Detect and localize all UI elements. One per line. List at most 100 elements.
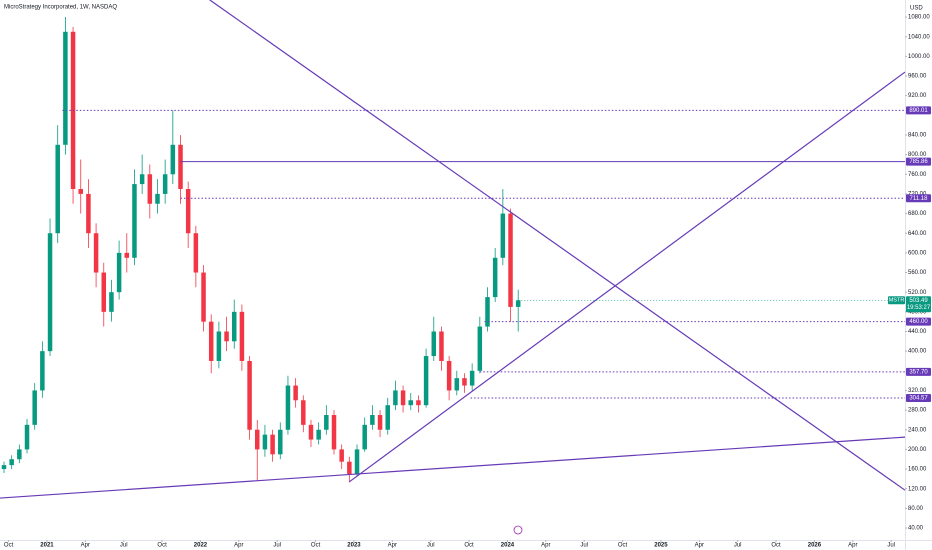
candle-body xyxy=(139,174,145,185)
x-tick-label: Apr xyxy=(695,543,704,549)
candle-body xyxy=(308,424,314,440)
candle-body xyxy=(32,390,37,425)
candle-body xyxy=(469,370,475,386)
y-tick-label: 560.00 xyxy=(908,270,927,276)
candle-body xyxy=(377,415,383,430)
candle-body xyxy=(293,385,298,401)
candle-body xyxy=(155,193,160,204)
candle-body xyxy=(285,385,291,430)
x-tick-label: Oct xyxy=(771,543,781,549)
candle-body xyxy=(63,31,68,145)
x-tick-label: Jul xyxy=(580,543,588,549)
candle-body xyxy=(116,252,122,293)
candle-body xyxy=(347,461,352,474)
candle-body xyxy=(147,174,153,204)
candle-body xyxy=(178,144,183,190)
candle-body xyxy=(193,233,199,273)
countdown-label: 19:53:27 xyxy=(907,305,931,311)
level-label-box xyxy=(906,106,931,115)
chart-title: MicroStrategy Incorporated, 1W, NASDAQ xyxy=(4,5,117,11)
candle-body xyxy=(454,378,460,391)
event-icon[interactable] xyxy=(513,525,523,535)
x-tick-label: Oct xyxy=(4,543,14,549)
y-tick-label: 840.00 xyxy=(908,133,927,139)
x-tick-label: Oct xyxy=(311,543,321,549)
currency: USD xyxy=(910,6,923,12)
candle-body xyxy=(439,331,444,361)
x-tick-label: Jul xyxy=(120,543,128,549)
x-tick-label: Apr xyxy=(234,543,243,549)
symbol-label: MSTR xyxy=(889,298,905,304)
y-tick-label: 1000.00 xyxy=(908,54,930,60)
candle-body xyxy=(124,252,130,258)
trendline xyxy=(0,436,906,499)
x-tick-label: Apr xyxy=(388,543,397,549)
x-tick-label: Apr xyxy=(541,543,550,549)
candle-body xyxy=(1,465,7,470)
x-tick-label: 2025 xyxy=(654,543,668,549)
candle-body xyxy=(216,331,222,361)
y-tick-label: 920.00 xyxy=(908,93,927,99)
candle-body xyxy=(370,415,375,425)
candle-body xyxy=(170,144,176,175)
trendline xyxy=(348,71,906,483)
candle-body xyxy=(247,360,252,430)
candle-body xyxy=(477,326,483,371)
x-tick-label: Jul xyxy=(734,543,742,549)
candle-body xyxy=(446,360,452,391)
candle-body xyxy=(485,297,490,327)
candle-body xyxy=(515,300,521,307)
x-tick-label: 2021 xyxy=(40,543,54,549)
y-tick-label: 960.00 xyxy=(908,74,927,80)
candle-body xyxy=(500,213,506,258)
candle-body xyxy=(408,400,413,406)
x-tick-label: Oct xyxy=(464,543,474,549)
candle-body xyxy=(231,311,237,342)
candle-body xyxy=(109,292,114,312)
candle-body xyxy=(224,331,229,342)
y-tick-label: 200.00 xyxy=(908,447,927,453)
x-tick-label: Oct xyxy=(157,543,167,549)
level-label-box xyxy=(906,194,931,203)
level-label-box xyxy=(906,157,931,166)
y-tick-label: 480.00 xyxy=(908,309,927,315)
y-tick-label: 160.00 xyxy=(908,467,927,473)
candle-body xyxy=(339,449,344,462)
candle-body xyxy=(55,144,60,234)
candle-body xyxy=(40,351,45,391)
candle-body xyxy=(47,233,53,352)
x-tick-label: Jul xyxy=(887,543,895,549)
candle-body xyxy=(462,378,467,386)
candle-body xyxy=(93,233,99,273)
candle-body xyxy=(385,405,390,430)
candle-body xyxy=(362,424,367,450)
y-tick-label: 120.00 xyxy=(908,486,927,492)
level-label: 711.18 xyxy=(910,196,929,202)
candle-body xyxy=(9,459,14,466)
candle-body xyxy=(208,321,214,361)
y-tick-label: 1080.00 xyxy=(908,15,930,21)
y-tick-label: 760.00 xyxy=(908,172,927,178)
y-tick-label: 680.00 xyxy=(908,211,927,217)
candle-body xyxy=(262,434,268,450)
candle-body xyxy=(255,429,260,450)
x-tick-label: 2023 xyxy=(347,543,361,549)
x-tick-label: Jul xyxy=(427,543,435,549)
level-label-box xyxy=(906,394,931,403)
trendline xyxy=(209,0,906,491)
level-label: 357.70 xyxy=(909,370,928,376)
candle-body xyxy=(86,193,91,234)
candle-body xyxy=(278,429,283,455)
x-tick-label: 2024 xyxy=(501,543,515,549)
y-tick-label: 400.00 xyxy=(908,349,927,355)
candle-body xyxy=(316,429,321,440)
candle-body xyxy=(431,331,437,357)
candle-body xyxy=(301,400,306,425)
candle-body xyxy=(201,272,206,322)
candle-body xyxy=(17,449,22,460)
candle-body xyxy=(393,390,398,406)
level-label: 890.01 xyxy=(909,108,928,114)
candle-body xyxy=(423,356,429,406)
